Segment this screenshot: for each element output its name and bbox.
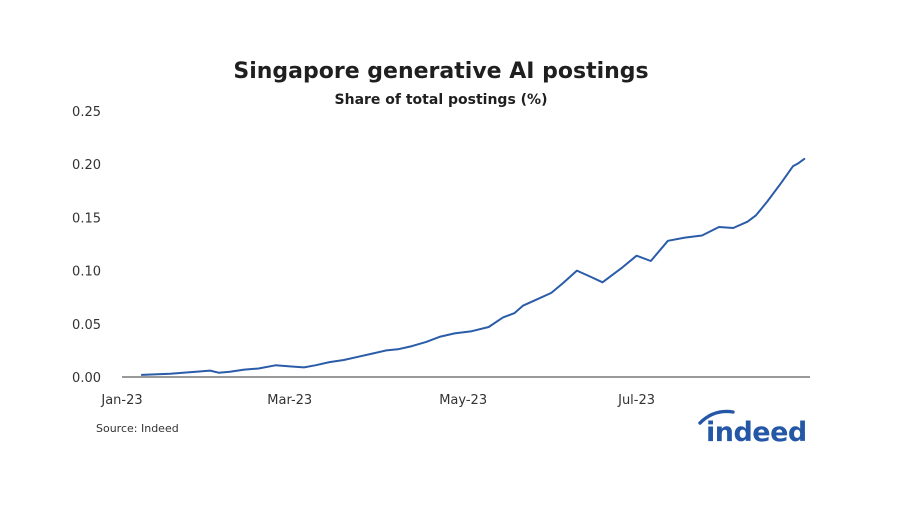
y-tick-label: 0.05 xyxy=(72,318,101,333)
x-tick-label: Mar-23 xyxy=(267,393,312,408)
series-layer xyxy=(140,157,806,376)
y-tick-label: 0.15 xyxy=(72,211,101,226)
chart-subtitle: Share of total postings (%) xyxy=(335,92,548,108)
x-tick-label: Jan-23 xyxy=(100,393,142,408)
indeed-logo: indeed xyxy=(698,409,807,448)
source-note: Source: Indeed xyxy=(96,422,179,435)
y-tick-label: 0.10 xyxy=(72,265,101,280)
x-tick-label: Jul-23 xyxy=(617,393,655,408)
y-tick-label: 0.25 xyxy=(72,105,101,120)
indeed-logo-arc-icon xyxy=(698,409,735,425)
chart-title: Singapore generative AI postings xyxy=(233,59,648,84)
x-axis: Jan-23 Mar-23 May-23 Jul-23 xyxy=(100,393,655,408)
indeed-logo-text: indeed xyxy=(706,417,807,448)
y-tick-label: 0.00 xyxy=(72,371,101,386)
series-line xyxy=(140,157,806,376)
y-axis: 0.00 0.05 0.10 0.15 0.20 0.25 xyxy=(72,105,101,386)
x-tick-label: May-23 xyxy=(439,393,487,408)
y-tick-label: 0.20 xyxy=(72,158,101,173)
